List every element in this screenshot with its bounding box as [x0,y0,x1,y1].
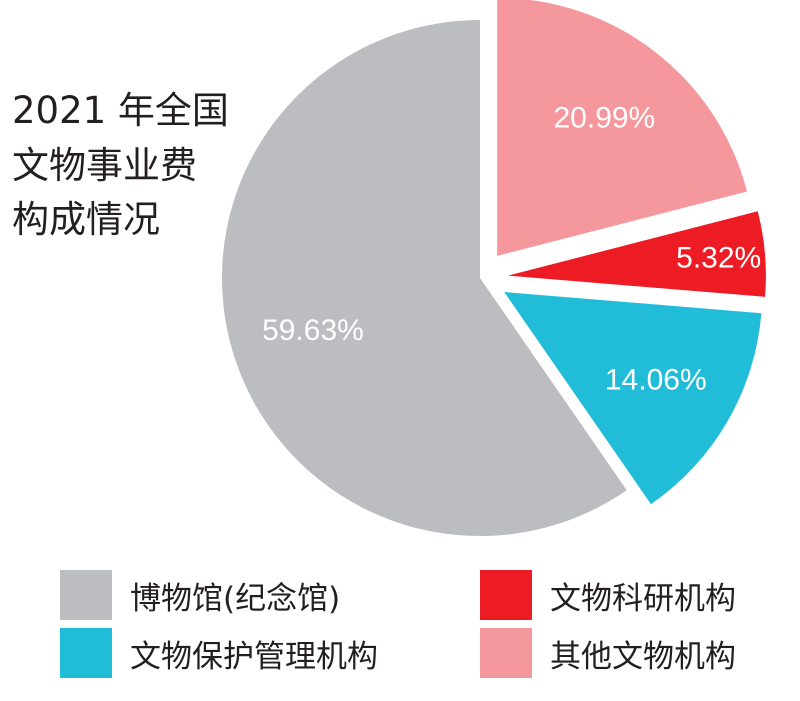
chart-title-line-3: 构成情况 [12,198,160,241]
legend-label-research: 文物科研机构 [550,580,736,617]
pie-slice-other [497,0,748,256]
legend-item-other: 其他文物机构 [480,628,736,678]
legend-swatch-research [480,570,532,620]
chart-title-line-1: 2021 年全国 [12,89,229,132]
pie-slice-protection [504,292,762,505]
pie-slices [221,0,766,536]
pie-label-other: 20.99% [553,102,655,135]
pie-labels: 20.99% 5.32% 14.06% 59.63% [262,102,761,397]
pie-slice-research [507,211,766,297]
pie-label-protection: 14.06% [605,364,707,397]
legend-label-protection: 文物保护管理机构 [130,638,378,675]
legend-item-research: 文物科研机构 [480,570,736,620]
legend-swatch-other [480,628,532,678]
legend-label-other: 其他文物机构 [550,638,736,675]
legend-item-museum: 博物馆(纪念馆) [60,570,340,620]
chart-title-line-2: 文物事业费 [12,144,197,187]
pie-label-research: 5.32% [676,242,761,275]
pie-slice-museum [221,20,627,536]
legend-swatch-protection [60,628,112,678]
legend-item-protection: 文物保护管理机构 [60,628,378,678]
legend-label-museum: 博物馆(纪念馆) [130,580,341,617]
legend-swatch-museum [60,570,112,620]
pie-label-museum: 59.63% [262,314,364,347]
